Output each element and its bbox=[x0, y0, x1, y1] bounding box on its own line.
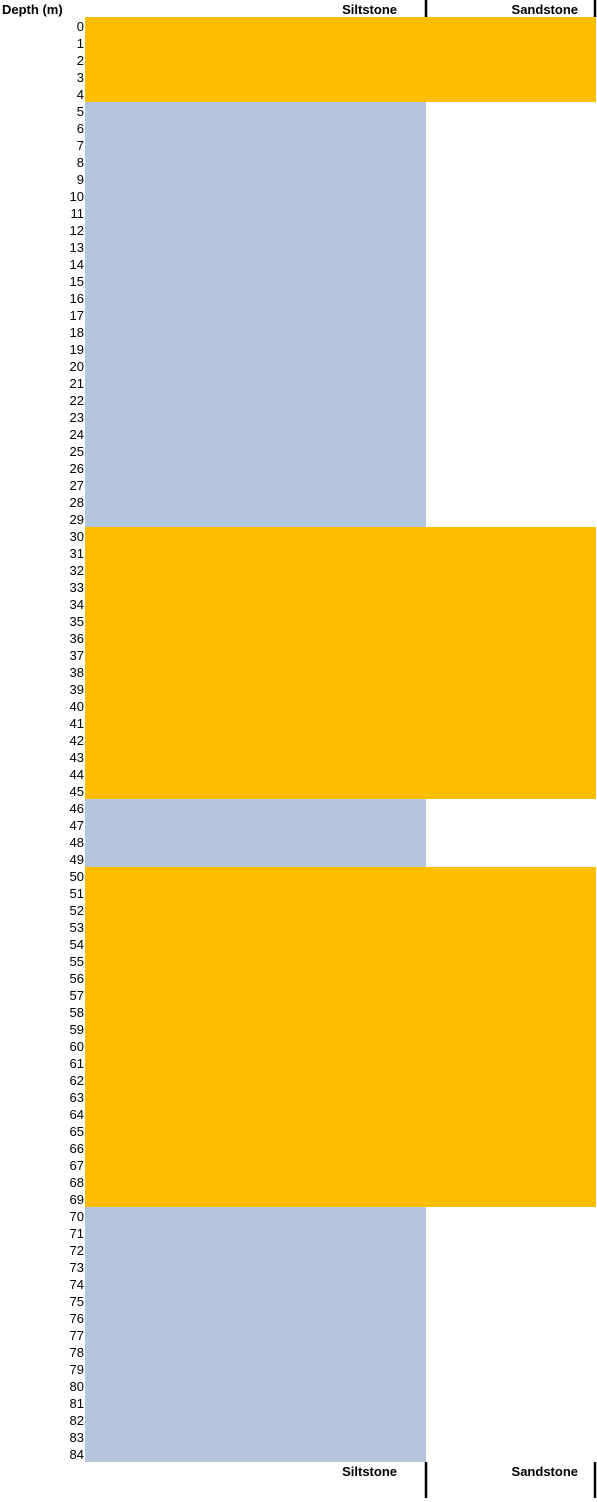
depth-tick-label: 10 bbox=[70, 189, 84, 204]
depth-tick-label: 40 bbox=[70, 699, 84, 714]
depth-tick-label: 2 bbox=[77, 53, 84, 68]
depth-tick-label: 64 bbox=[70, 1107, 84, 1122]
depth-tick-label: 8 bbox=[77, 155, 84, 170]
depth-tick-label: 34 bbox=[70, 597, 84, 612]
depth-tick-label: 72 bbox=[70, 1243, 84, 1258]
depth-tick-label: 60 bbox=[70, 1039, 84, 1054]
depth-tick-label: 51 bbox=[70, 886, 84, 901]
depth-tick-label: 18 bbox=[70, 325, 84, 340]
depth-tick-label: 6 bbox=[77, 121, 84, 136]
depth-tick-label: 26 bbox=[70, 461, 84, 476]
depth-tick-label: 59 bbox=[70, 1022, 84, 1037]
depth-tick-label: 57 bbox=[70, 988, 84, 1003]
depth-tick-label: 84 bbox=[70, 1447, 84, 1462]
depth-tick-label: 3 bbox=[77, 70, 84, 85]
depth-tick-label: 7 bbox=[77, 138, 84, 153]
depth-axis-title: Depth (m) bbox=[2, 2, 63, 17]
depth-tick-label: 9 bbox=[77, 172, 84, 187]
interval-siltstone-70-85 bbox=[85, 1207, 426, 1462]
depth-tick-label: 35 bbox=[70, 614, 84, 629]
depth-tick-label: 30 bbox=[70, 529, 84, 544]
interval-sandstone-0-5 bbox=[85, 17, 596, 102]
depth-tick-label: 19 bbox=[70, 342, 84, 357]
depth-tick-label: 24 bbox=[70, 427, 84, 442]
depth-tick-label: 21 bbox=[70, 376, 84, 391]
depth-tick-label: 53 bbox=[70, 920, 84, 935]
depth-tick-label: 45 bbox=[70, 784, 84, 799]
depth-tick-label: 63 bbox=[70, 1090, 84, 1105]
depth-ticks: 0123456789101112131415161718192021222324… bbox=[70, 19, 84, 1462]
depth-tick-label: 62 bbox=[70, 1073, 84, 1088]
depth-tick-label: 5 bbox=[77, 104, 84, 119]
depth-tick-label: 68 bbox=[70, 1175, 84, 1190]
depth-tick-label: 14 bbox=[70, 257, 84, 272]
depth-tick-label: 44 bbox=[70, 767, 84, 782]
depth-tick-label: 17 bbox=[70, 308, 84, 323]
depth-tick-label: 58 bbox=[70, 1005, 84, 1020]
depth-tick-label: 48 bbox=[70, 835, 84, 850]
depth-tick-label: 67 bbox=[70, 1158, 84, 1173]
depth-tick-label: 50 bbox=[70, 869, 84, 884]
sandstone-column-header: Sandstone bbox=[512, 2, 578, 17]
depth-tick-label: 75 bbox=[70, 1294, 84, 1309]
depth-tick-label: 28 bbox=[70, 495, 84, 510]
depth-tick-label: 78 bbox=[70, 1345, 84, 1360]
depth-tick-label: 38 bbox=[70, 665, 84, 680]
depth-tick-label: 13 bbox=[70, 240, 84, 255]
depth-tick-label: 81 bbox=[70, 1396, 84, 1411]
depth-tick-label: 32 bbox=[70, 563, 84, 578]
depth-tick-label: 37 bbox=[70, 648, 84, 663]
depth-tick-label: 1 bbox=[77, 36, 84, 51]
sandstone-column-footer: Sandstone bbox=[512, 1464, 578, 1479]
depth-tick-label: 55 bbox=[70, 954, 84, 969]
depth-tick-label: 27 bbox=[70, 478, 84, 493]
depth-tick-label: 15 bbox=[70, 274, 84, 289]
depth-tick-label: 47 bbox=[70, 818, 84, 833]
depth-tick-label: 52 bbox=[70, 903, 84, 918]
depth-tick-label: 25 bbox=[70, 444, 84, 459]
depth-tick-label: 77 bbox=[70, 1328, 84, 1343]
depth-tick-label: 76 bbox=[70, 1311, 84, 1326]
depth-tick-label: 66 bbox=[70, 1141, 84, 1156]
depth-tick-label: 23 bbox=[70, 410, 84, 425]
interval-sandstone-30-46 bbox=[85, 527, 596, 799]
depth-tick-label: 29 bbox=[70, 512, 84, 527]
interval-siltstone-5-30 bbox=[85, 102, 426, 527]
depth-tick-label: 39 bbox=[70, 682, 84, 697]
depth-tick-label: 20 bbox=[70, 359, 84, 374]
depth-tick-label: 80 bbox=[70, 1379, 84, 1394]
depth-tick-label: 69 bbox=[70, 1192, 84, 1207]
depth-tick-label: 73 bbox=[70, 1260, 84, 1275]
depth-tick-label: 4 bbox=[77, 87, 84, 102]
depth-tick-label: 49 bbox=[70, 852, 84, 867]
depth-tick-label: 83 bbox=[70, 1430, 84, 1445]
siltstone-column-footer: Siltstone bbox=[342, 1464, 397, 1479]
depth-tick-label: 65 bbox=[70, 1124, 84, 1139]
depth-tick-label: 46 bbox=[70, 801, 84, 816]
depth-tick-label: 74 bbox=[70, 1277, 84, 1292]
depth-tick-label: 36 bbox=[70, 631, 84, 646]
depth-tick-label: 12 bbox=[70, 223, 84, 238]
depth-tick-label: 33 bbox=[70, 580, 84, 595]
interval-siltstone-46-50 bbox=[85, 799, 426, 867]
depth-tick-label: 82 bbox=[70, 1413, 84, 1428]
depth-tick-label: 31 bbox=[70, 546, 84, 561]
depth-tick-label: 41 bbox=[70, 716, 84, 731]
interval-sandstone-50-70 bbox=[85, 867, 596, 1207]
siltstone-column-header: Siltstone bbox=[342, 2, 397, 17]
depth-tick-label: 43 bbox=[70, 750, 84, 765]
depth-tick-label: 61 bbox=[70, 1056, 84, 1071]
depth-tick-label: 70 bbox=[70, 1209, 84, 1224]
depth-tick-label: 11 bbox=[71, 206, 85, 221]
depth-tick-label: 22 bbox=[70, 393, 84, 408]
depth-tick-label: 71 bbox=[70, 1226, 84, 1241]
depth-tick-label: 16 bbox=[70, 291, 84, 306]
depth-tick-label: 56 bbox=[70, 971, 84, 986]
intervals-layer bbox=[85, 17, 596, 1462]
depth-tick-label: 42 bbox=[70, 733, 84, 748]
depth-tick-label: 0 bbox=[77, 19, 84, 34]
depth-tick-label: 54 bbox=[70, 937, 84, 952]
depth-tick-label: 79 bbox=[70, 1362, 84, 1377]
